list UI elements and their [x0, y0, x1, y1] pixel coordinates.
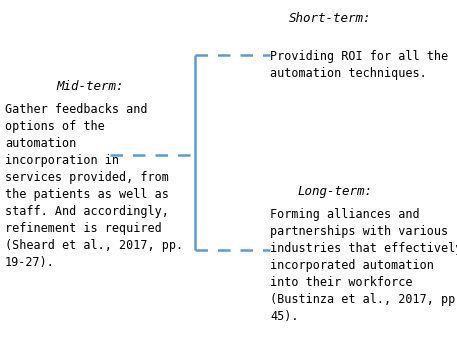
- Text: Providing ROI for all the
automation techniques.: Providing ROI for all the automation tec…: [270, 50, 448, 80]
- Text: Forming alliances and
partnerships with various
industries that effectively
inco: Forming alliances and partnerships with …: [270, 208, 457, 323]
- Text: Long-term:: Long-term:: [298, 185, 372, 198]
- Text: Short-term:: Short-term:: [289, 12, 371, 25]
- Text: Mid-term:: Mid-term:: [56, 80, 124, 93]
- Text: Gather feedbacks and
options of the
automation
incorporation in
services provide: Gather feedbacks and options of the auto…: [5, 103, 183, 269]
